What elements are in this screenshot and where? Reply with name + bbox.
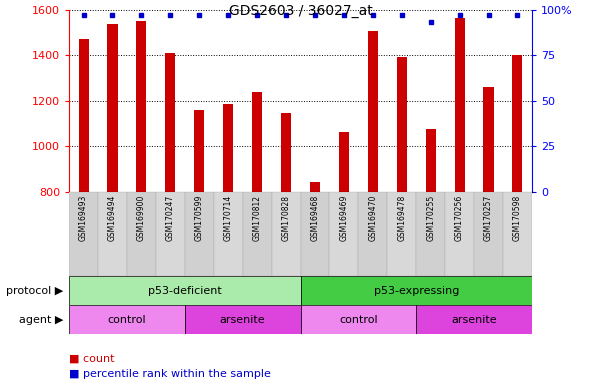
- Bar: [156, 192, 185, 276]
- Bar: [368, 31, 378, 192]
- Bar: [223, 104, 233, 192]
- Bar: [329, 192, 358, 276]
- Bar: [69, 192, 98, 276]
- Bar: [474, 192, 503, 276]
- Text: GSM170812: GSM170812: [252, 195, 261, 240]
- Text: GSM170714: GSM170714: [224, 195, 233, 241]
- Bar: [397, 58, 407, 192]
- Text: GSM169468: GSM169468: [311, 195, 320, 241]
- Bar: [194, 110, 204, 192]
- Text: GSM170828: GSM170828: [281, 195, 290, 240]
- Bar: [310, 182, 320, 192]
- Text: GSM170247: GSM170247: [166, 195, 175, 241]
- Text: agent ▶: agent ▶: [19, 314, 63, 325]
- Bar: [503, 192, 532, 276]
- Text: GSM169478: GSM169478: [397, 195, 406, 241]
- Text: GSM169900: GSM169900: [137, 195, 146, 241]
- Bar: [358, 192, 387, 276]
- Bar: [214, 192, 243, 276]
- Text: arsenite: arsenite: [220, 314, 266, 325]
- Bar: [300, 276, 532, 305]
- Bar: [416, 305, 532, 334]
- Bar: [426, 129, 436, 192]
- Text: protocol ▶: protocol ▶: [6, 286, 63, 296]
- Text: ■ count: ■ count: [69, 354, 115, 364]
- Bar: [69, 305, 185, 334]
- Bar: [127, 192, 156, 276]
- Text: GSM170599: GSM170599: [195, 195, 204, 241]
- Bar: [454, 18, 465, 192]
- Text: GSM169494: GSM169494: [108, 195, 117, 241]
- Bar: [108, 25, 118, 192]
- Text: GSM169470: GSM169470: [368, 195, 377, 241]
- Text: p53-deficient: p53-deficient: [148, 286, 222, 296]
- Bar: [69, 276, 300, 305]
- Bar: [185, 192, 214, 276]
- Text: GSM170257: GSM170257: [484, 195, 493, 241]
- Bar: [98, 192, 127, 276]
- Text: ■ percentile rank within the sample: ■ percentile rank within the sample: [69, 369, 271, 379]
- Bar: [300, 305, 416, 334]
- Text: arsenite: arsenite: [451, 314, 497, 325]
- Bar: [252, 92, 262, 192]
- Text: GSM169469: GSM169469: [340, 195, 349, 241]
- Bar: [281, 113, 291, 192]
- Text: GDS2603 / 36027_at: GDS2603 / 36027_at: [228, 4, 373, 18]
- Text: GSM170256: GSM170256: [455, 195, 464, 241]
- Text: control: control: [108, 314, 146, 325]
- Text: GSM170255: GSM170255: [426, 195, 435, 241]
- Bar: [300, 192, 329, 276]
- Text: GSM169493: GSM169493: [79, 195, 88, 241]
- Bar: [185, 305, 300, 334]
- Bar: [272, 192, 300, 276]
- Bar: [445, 192, 474, 276]
- Bar: [136, 21, 147, 192]
- Bar: [79, 39, 88, 192]
- Bar: [165, 53, 175, 192]
- Text: control: control: [339, 314, 377, 325]
- Bar: [483, 87, 493, 192]
- Bar: [339, 132, 349, 192]
- Text: GSM170598: GSM170598: [513, 195, 522, 241]
- Bar: [416, 192, 445, 276]
- Bar: [243, 192, 272, 276]
- Text: p53-expressing: p53-expressing: [373, 286, 459, 296]
- Bar: [513, 55, 522, 192]
- Bar: [387, 192, 416, 276]
